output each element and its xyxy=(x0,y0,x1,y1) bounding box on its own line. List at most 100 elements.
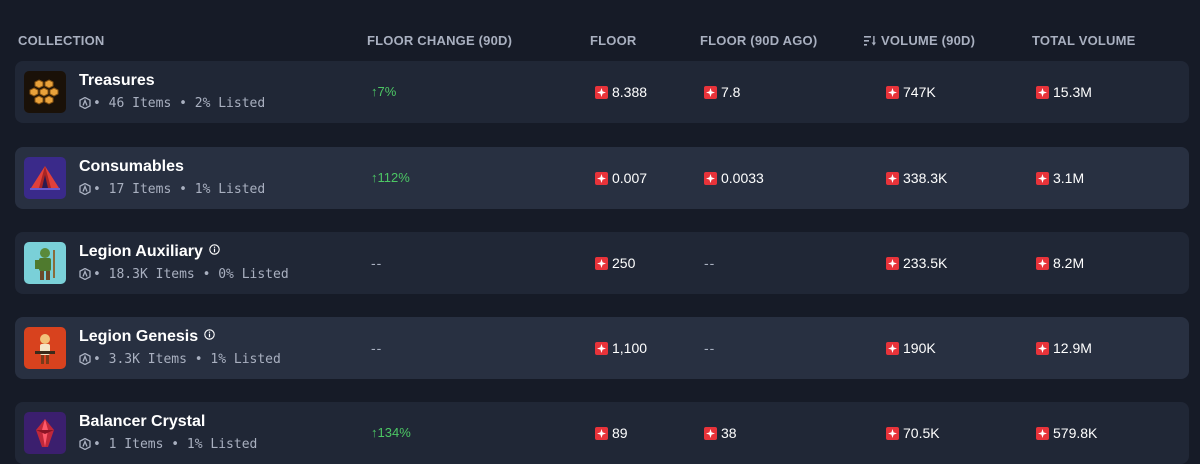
total-volume-text: 8.2M xyxy=(1053,255,1085,271)
floor-value-text: 89 xyxy=(612,425,628,441)
collection-meta: • 18.3K Items • 0% Listed xyxy=(79,267,289,282)
magic-token-icon xyxy=(886,257,899,270)
header-collection[interactable]: COLLECTION xyxy=(18,33,105,48)
floor-value: 8.388 xyxy=(595,84,647,100)
magic-token-icon xyxy=(595,86,608,99)
floor-90d-ago-text: 38 xyxy=(721,425,737,441)
table-row[interactable]: Treasures • 46 Items • 2% Listed ↑7% 8.3… xyxy=(15,61,1189,123)
floor-90d-ago-text: 7.8 xyxy=(721,84,741,100)
floor-value-text: 1,100 xyxy=(612,340,648,356)
collection-meta-text: • 1 Items • 1% Listed xyxy=(93,437,258,452)
collection-meta: • 46 Items • 2% Listed xyxy=(79,96,265,111)
volume-90d-text: 233.5K xyxy=(903,255,948,271)
floor-change-value: ↑134% xyxy=(371,425,411,440)
collection-meta-text: • 46 Items • 2% Listed xyxy=(93,96,266,111)
table-row[interactable]: Balancer Crystal • 1 Items • 1% Listed ↑… xyxy=(15,402,1189,464)
floor-value-text: 0.007 xyxy=(612,170,648,186)
total-volume-text: 12.9M xyxy=(1053,340,1092,356)
total-volume-text: 15.3M xyxy=(1053,84,1092,100)
legion-character-icon xyxy=(24,242,66,284)
magic-token-icon xyxy=(595,257,608,270)
table-row[interactable]: Legion Auxiliary • 18.3K Items • 0% List… xyxy=(15,232,1189,294)
table-row[interactable]: Consumables • 17 Items • 1% Listed ↑112%… xyxy=(15,147,1189,209)
magic-token-icon xyxy=(595,342,608,355)
legion-genesis-icon xyxy=(24,327,66,369)
collection-thumbnail xyxy=(24,412,66,454)
floor-value-text: 250 xyxy=(612,255,636,271)
magic-token-icon xyxy=(704,86,717,99)
arbitrum-network-icon xyxy=(79,97,91,109)
header-floor-90d-ago[interactable]: FLOOR (90D AGO) xyxy=(700,33,818,48)
header-total-volume[interactable]: TOTAL VOLUME xyxy=(1032,33,1136,48)
collection-name[interactable]: Consumables xyxy=(79,158,184,176)
volume-90d-value: 747K xyxy=(886,84,936,100)
collection-thumbnail xyxy=(24,157,66,199)
volume-90d-value: 70.5K xyxy=(886,425,940,441)
total-volume-value: 12.9M xyxy=(1036,340,1092,356)
sort-descending-icon xyxy=(864,36,876,46)
tent-icon xyxy=(24,157,66,199)
magic-token-icon xyxy=(1036,342,1049,355)
collection-name-text: Balancer Crystal xyxy=(79,413,206,430)
floor-value: 0.007 xyxy=(595,170,647,186)
floor-change-value: -- xyxy=(371,340,383,356)
total-volume-value: 15.3M xyxy=(1036,84,1092,100)
magic-token-icon xyxy=(595,172,608,185)
collection-meta: • 17 Items • 1% Listed xyxy=(79,182,265,197)
arbitrum-network-icon xyxy=(79,438,91,450)
collection-meta: • 1 Items • 1% Listed xyxy=(79,437,257,452)
collection-meta-text: • 3.3K Items • 1% Listed xyxy=(93,352,281,367)
floor-90d-ago-text: 0.0033 xyxy=(721,170,764,186)
collection-name[interactable]: Legion Auxiliary xyxy=(79,243,220,261)
floor-change-value: ↑112% xyxy=(371,170,410,185)
crystal-icon xyxy=(24,412,66,454)
floor-90d-ago-value: 0.0033 xyxy=(704,170,764,186)
volume-90d-text: 338.3K xyxy=(903,170,948,186)
magic-token-icon xyxy=(886,172,899,185)
collection-name-text: Legion Auxiliary xyxy=(79,243,203,260)
header-floor-change[interactable]: FLOOR CHANGE (90D) xyxy=(367,33,513,48)
table-row[interactable]: Legion Genesis • 3.3K Items • 1% Listed … xyxy=(15,317,1189,379)
floor-value: 89 xyxy=(595,425,628,441)
collection-name-text: Treasures xyxy=(79,72,155,89)
collection-thumbnail xyxy=(24,327,66,369)
header-volume-90d-label: VOLUME (90D) xyxy=(881,33,976,48)
arbitrum-network-icon xyxy=(79,353,91,365)
magic-token-icon xyxy=(1036,257,1049,270)
volume-90d-value: 190K xyxy=(886,340,936,356)
magic-token-icon xyxy=(704,427,717,440)
magic-token-icon xyxy=(704,172,717,185)
header-volume-90d[interactable]: VOLUME (90D) xyxy=(864,33,975,48)
floor-value: 1,100 xyxy=(595,340,647,356)
volume-90d-text: 70.5K xyxy=(903,425,940,441)
magic-token-icon xyxy=(886,427,899,440)
collection-name-text: Legion Genesis xyxy=(79,328,199,345)
magic-token-icon xyxy=(886,342,899,355)
floor-change-value: -- xyxy=(371,255,383,271)
total-volume-value: 3.1M xyxy=(1036,170,1084,186)
arbitrum-network-icon xyxy=(79,183,91,195)
collection-meta: • 3.3K Items • 1% Listed xyxy=(79,352,281,367)
info-icon[interactable] xyxy=(204,329,215,340)
collection-meta-text: • 17 Items • 1% Listed xyxy=(93,182,266,197)
floor-90d-ago-value: -- xyxy=(704,255,716,271)
volume-90d-text: 747K xyxy=(903,84,936,100)
header-floor[interactable]: FLOOR xyxy=(590,33,637,48)
volume-90d-value: 338.3K xyxy=(886,170,947,186)
floor-value: 250 xyxy=(595,255,635,271)
collection-thumbnail xyxy=(24,71,66,113)
magic-token-icon xyxy=(595,427,608,440)
total-volume-value: 8.2M xyxy=(1036,255,1084,271)
collection-name[interactable]: Treasures xyxy=(79,72,155,90)
collection-name[interactable]: Legion Genesis xyxy=(79,328,215,346)
magic-token-icon xyxy=(1036,427,1049,440)
floor-90d-ago-value: -- xyxy=(704,340,716,356)
total-volume-value: 579.8K xyxy=(1036,425,1097,441)
floor-90d-ago-value: 38 xyxy=(704,425,737,441)
volume-90d-text: 190K xyxy=(903,340,936,356)
magic-token-icon xyxy=(1036,86,1049,99)
floor-90d-ago-value: 7.8 xyxy=(704,84,740,100)
collection-name[interactable]: Balancer Crystal xyxy=(79,413,205,431)
floor-change-value: ↑7% xyxy=(371,84,397,99)
info-icon[interactable] xyxy=(209,244,220,255)
